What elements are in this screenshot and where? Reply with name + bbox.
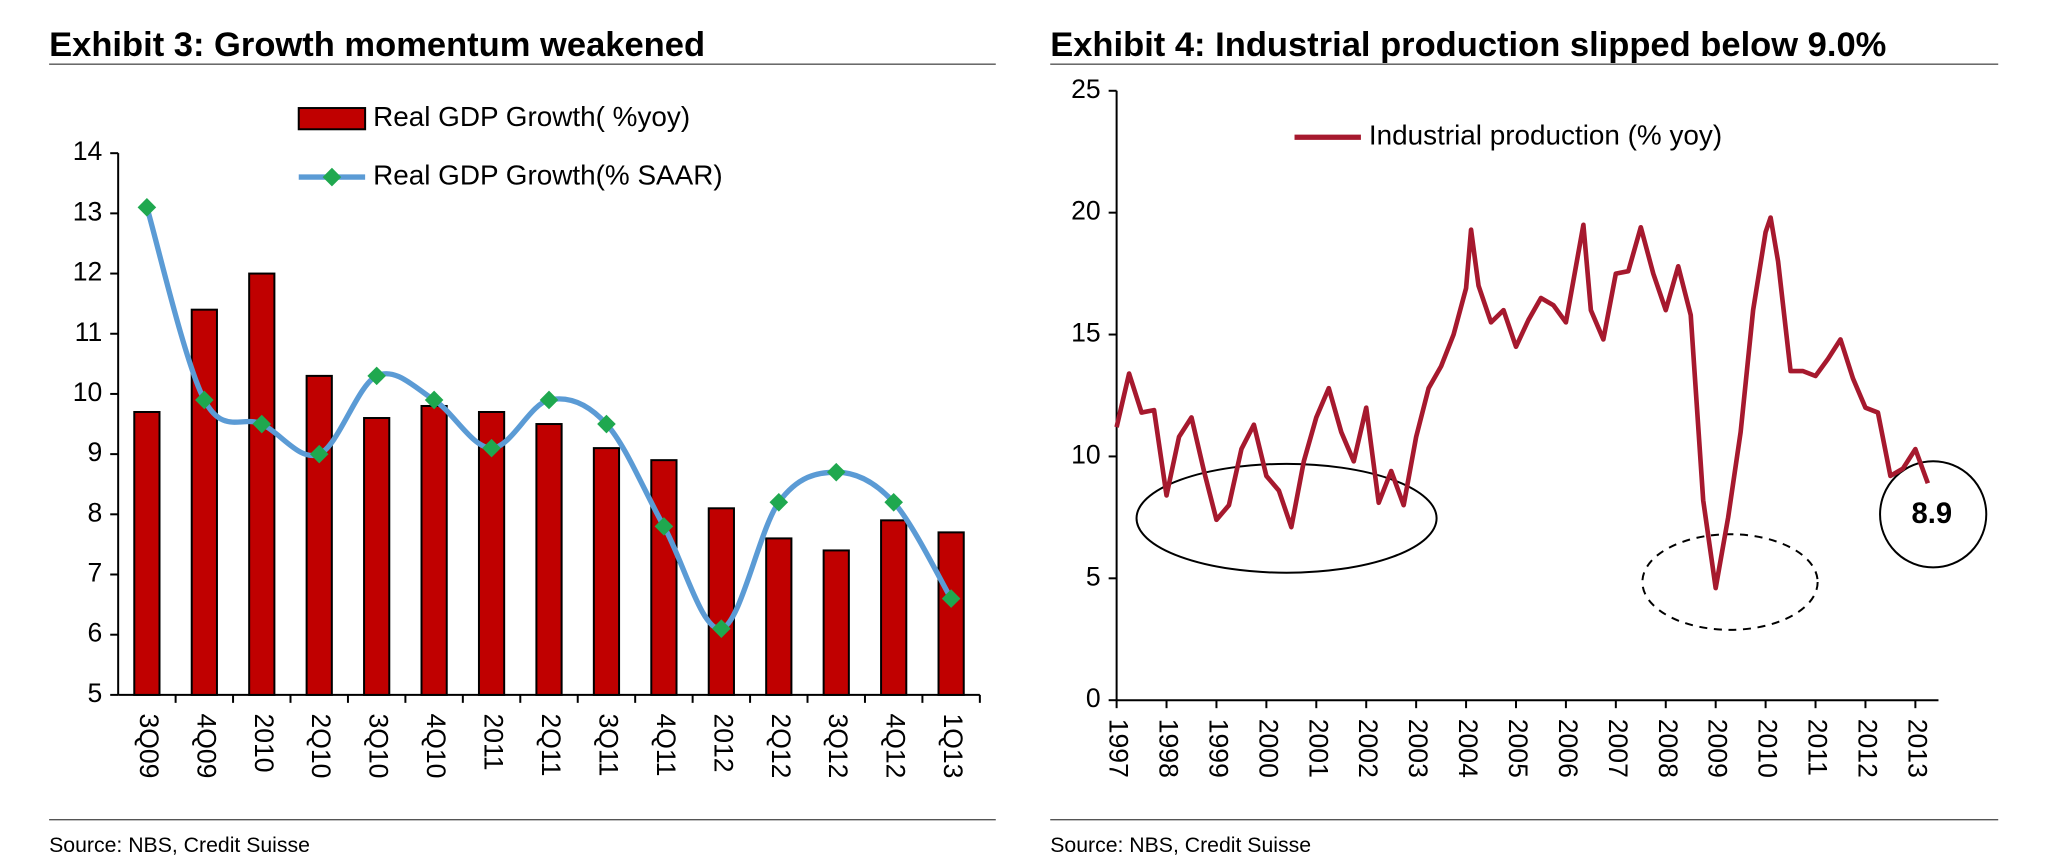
bar <box>765 537 793 696</box>
source: Source: NBS, Credit Suisse <box>49 833 310 857</box>
marker <box>367 366 386 386</box>
bar <box>937 531 965 696</box>
marker <box>597 414 616 434</box>
bar <box>477 410 506 696</box>
y-tick-label: 25 <box>1071 74 1101 104</box>
x-tick-label: 4Q10 <box>421 713 451 778</box>
y-tick-label: 6 <box>87 618 102 648</box>
x-tick-label: 2004 <box>1453 719 1483 778</box>
x-tick-label: 3Q09 <box>134 713 164 778</box>
x-tick-label: 2012 <box>1852 719 1882 778</box>
bar <box>133 410 161 696</box>
bar <box>880 519 908 696</box>
y-tick-label: 14 <box>73 136 103 166</box>
chart-title: Exhibit 4: Industrial production slipped… <box>1050 26 1886 64</box>
legend-marker <box>322 167 342 187</box>
bar <box>305 374 333 696</box>
marker <box>539 390 559 410</box>
x-tick-label: 2005 <box>1503 719 1533 778</box>
y-tick-label: 10 <box>73 377 103 407</box>
source: Source: NBS, Credit Suisse <box>1050 833 1311 857</box>
chart-title: Exhibit 3: Growth momentum weakened <box>49 26 705 64</box>
bar <box>592 447 621 696</box>
x-tick-label: 2010 <box>1753 719 1783 778</box>
bar <box>707 507 735 696</box>
y-tick-label: 5 <box>87 678 102 708</box>
bar <box>420 404 448 696</box>
bar <box>535 423 563 696</box>
x-tick-label: 2Q11 <box>536 713 566 776</box>
marker <box>712 619 731 638</box>
legend-label: Real GDP Growth(% SAAR) <box>373 159 723 190</box>
x-tick-label: 2Q12 <box>766 713 796 778</box>
y-tick-label: 10 <box>1071 439 1101 469</box>
x-tick-label: 2012 <box>708 713 738 772</box>
x-tick-label: 2000 <box>1253 719 1283 778</box>
x-tick-label: 3Q12 <box>823 713 853 778</box>
y-tick-label: 7 <box>87 558 102 588</box>
x-tick-label: 2011 <box>1803 719 1833 776</box>
x-tick-label: 2001 <box>1303 719 1333 778</box>
x-tick-label: 1998 <box>1154 719 1184 778</box>
x-tick-label: 2008 <box>1653 719 1683 778</box>
x-tick-label: 2006 <box>1553 719 1583 778</box>
marker <box>424 390 444 410</box>
x-tick-label: 4Q11 <box>651 713 681 776</box>
marker <box>195 390 214 410</box>
bar <box>363 417 391 696</box>
highlight-ellipse <box>1135 462 1438 574</box>
x-tick-label: 3Q11 <box>593 713 623 776</box>
legend-label: Real GDP Growth( %yoy) <box>373 101 690 132</box>
annotation: 8.9 <box>1912 498 1953 530</box>
bar <box>190 308 218 696</box>
x-tick-label: 1997 <box>1104 719 1134 778</box>
x-tick-label: 2009 <box>1703 719 1733 778</box>
marker <box>654 517 674 536</box>
marker <box>482 438 501 458</box>
bar <box>248 272 276 696</box>
marker <box>137 198 157 217</box>
marker <box>941 589 961 608</box>
y-tick-label: 11 <box>75 317 103 347</box>
legend-swatch <box>297 107 367 131</box>
marker <box>884 492 903 512</box>
y-tick-label: 5 <box>1086 561 1101 591</box>
x-tick-label: 2002 <box>1353 719 1383 778</box>
bar <box>650 459 678 696</box>
x-tick-label: 3Q10 <box>364 713 394 778</box>
x-tick-label: 4Q12 <box>881 713 911 778</box>
y-tick-label: 15 <box>1071 318 1101 348</box>
x-tick-label: 2003 <box>1403 719 1433 778</box>
marker <box>309 444 329 464</box>
x-tick-label: 2013 <box>1902 719 1932 778</box>
y-tick-label: 12 <box>73 257 103 287</box>
y-tick-label: 13 <box>73 196 103 226</box>
highlight-circle <box>1879 460 1988 569</box>
x-tick-label: 1999 <box>1203 719 1233 778</box>
marker <box>769 492 789 512</box>
y-tick-label: 9 <box>87 437 102 467</box>
x-tick-label: 2011 <box>479 713 509 770</box>
x-tick-label: 2007 <box>1603 719 1633 778</box>
x-tick-label: 2Q10 <box>306 713 336 778</box>
marker <box>826 462 846 482</box>
y-tick-label: 20 <box>1071 196 1101 226</box>
highlight-ellipse <box>1641 533 1819 631</box>
legend-label: Industrial production (% yoy) <box>1369 120 1722 151</box>
bar <box>822 549 850 696</box>
x-tick-label: 1Q13 <box>938 713 968 778</box>
y-tick-label: 0 <box>1086 683 1101 713</box>
line <box>1114 215 1931 591</box>
x-tick-label: 4Q09 <box>191 713 221 778</box>
x-tick-label: 2010 <box>249 713 279 772</box>
y-tick-label: 8 <box>87 497 102 527</box>
